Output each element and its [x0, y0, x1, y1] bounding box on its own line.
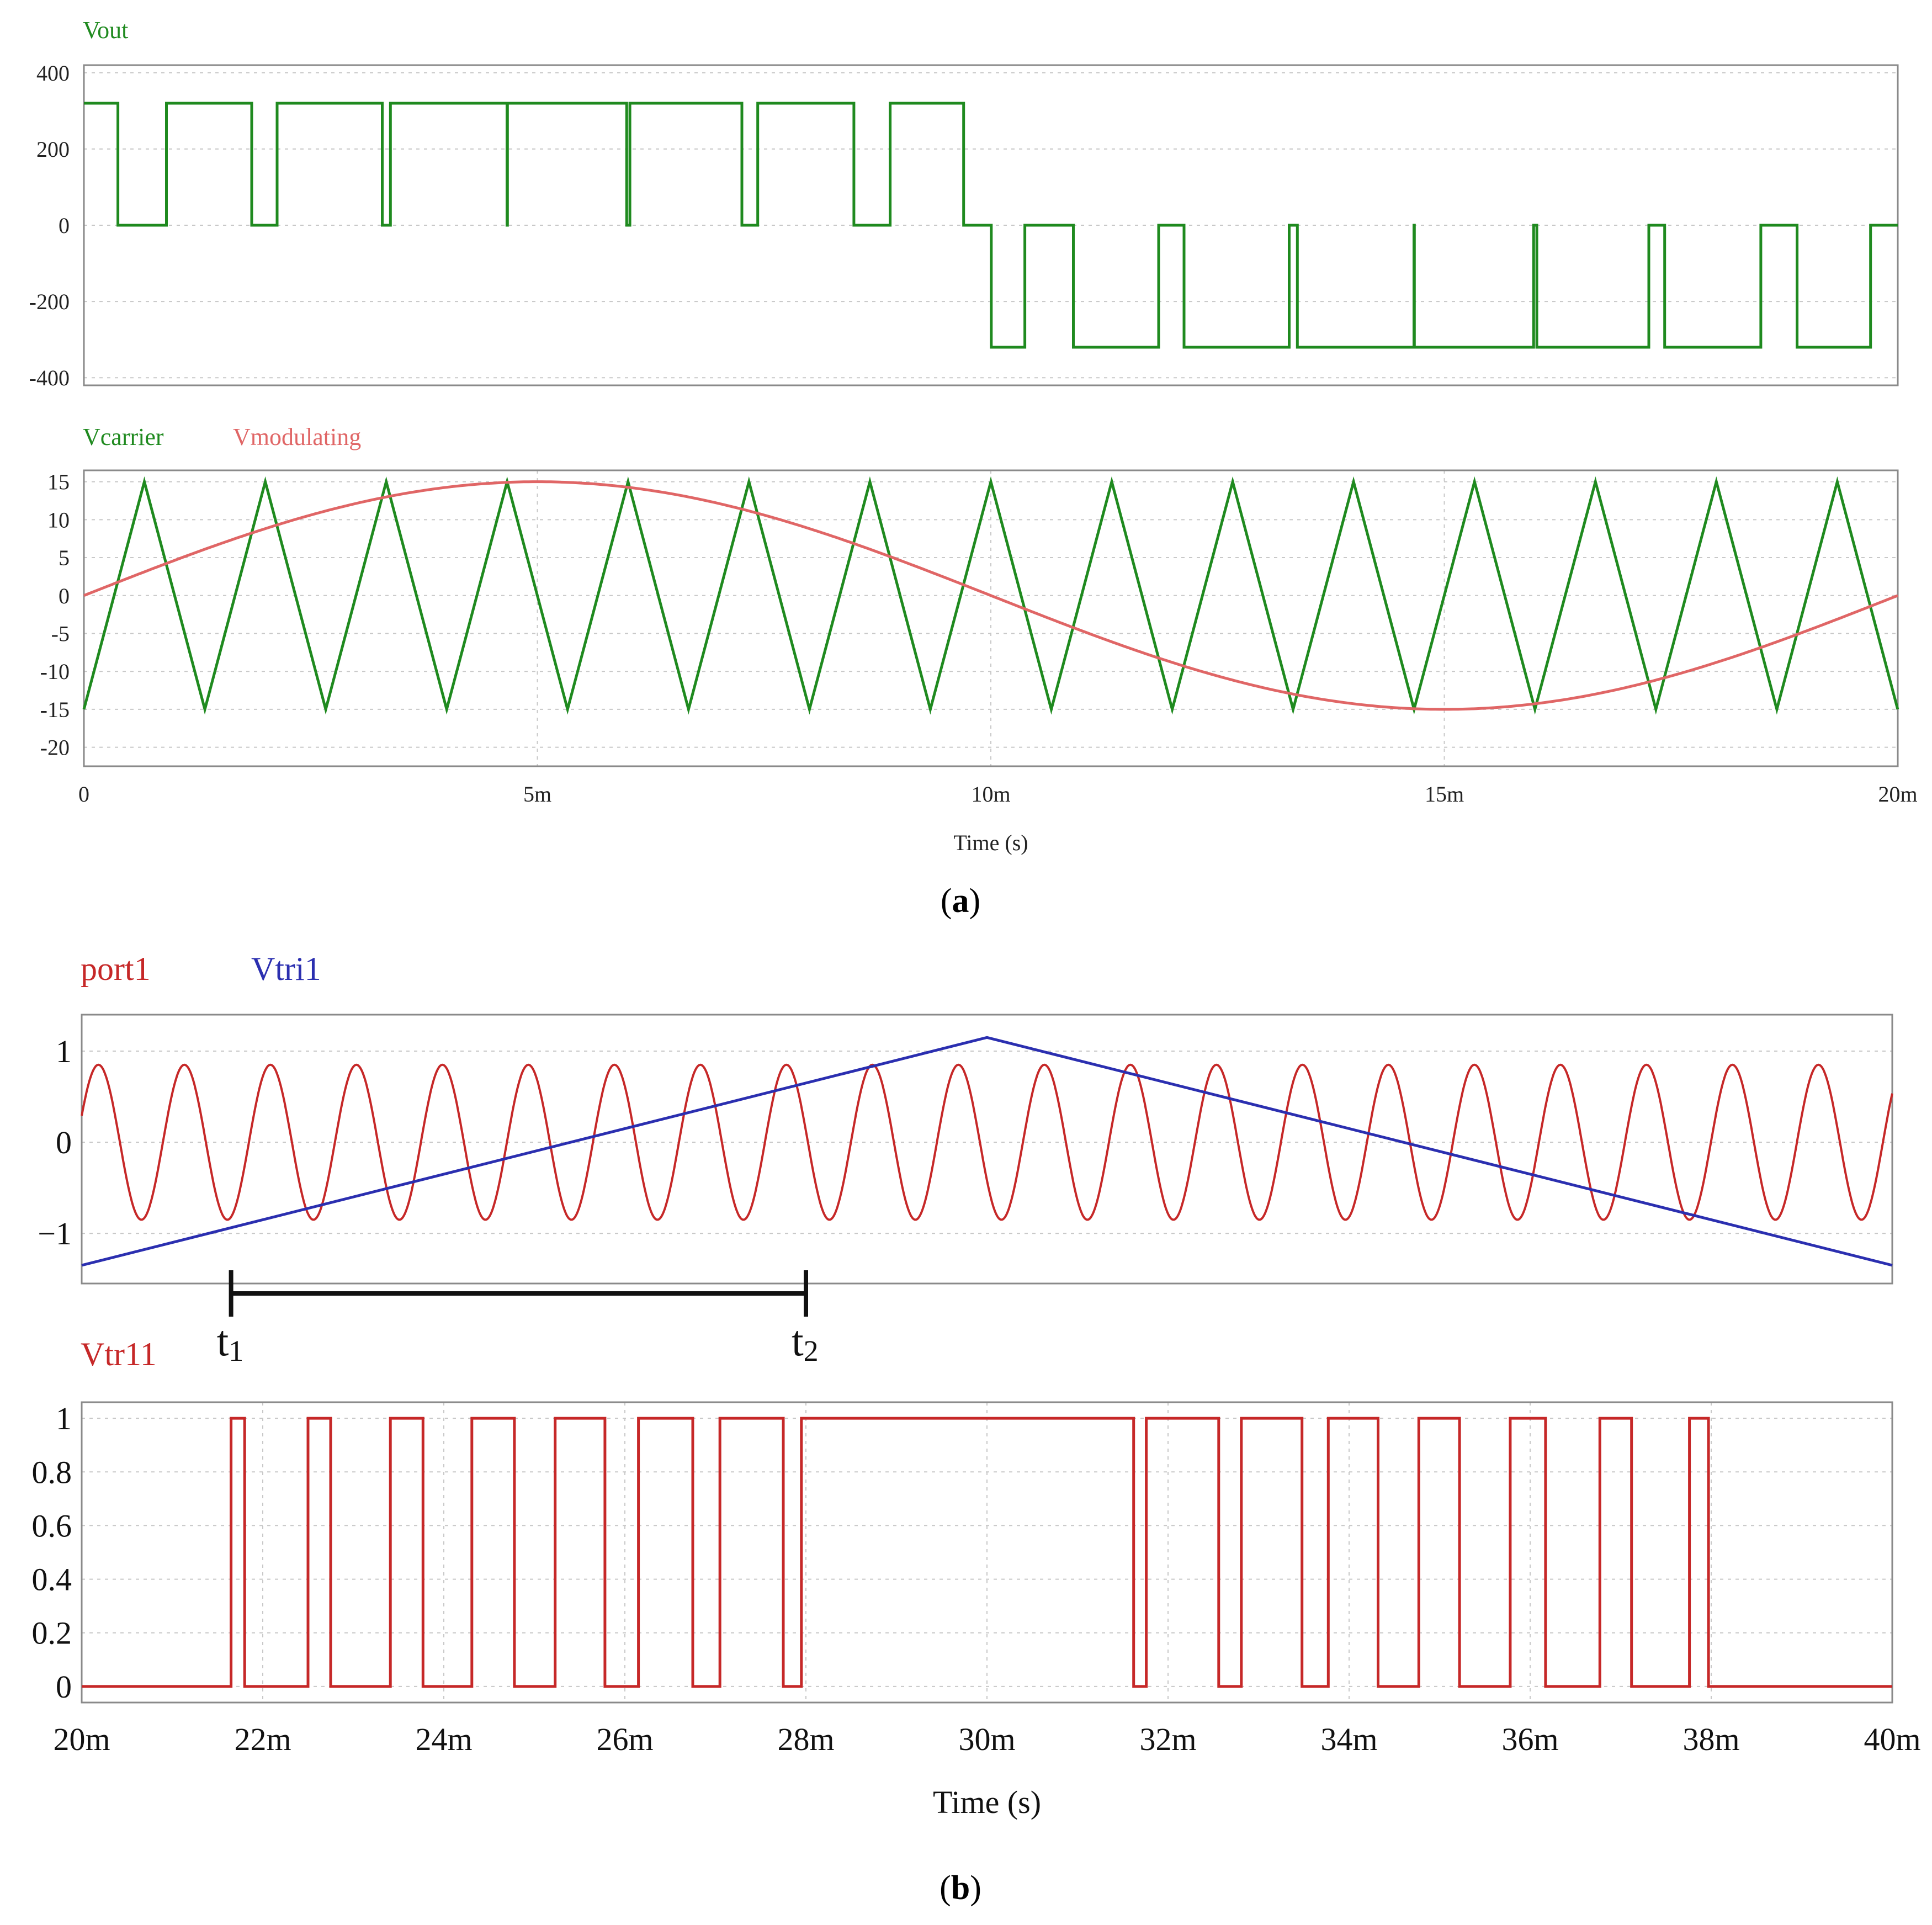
vout-ytick-label: -200	[29, 289, 70, 314]
vtr11-xtick-label: 22m	[234, 1721, 291, 1757]
legend-vtr11: Vtr11	[81, 1336, 157, 1372]
vtr11-plot-frame	[81, 1401, 1893, 1704]
carrier-ytick-label: -5	[51, 621, 70, 646]
vout-ytick-label: 400	[36, 61, 70, 86]
vtr11-ytick-label: 0.8	[32, 1454, 72, 1490]
vtr11-ytick-label: 0.6	[32, 1508, 72, 1544]
vtr11-xtick-label: 32m	[1139, 1721, 1196, 1757]
vtr11-xtick-label: 36m	[1501, 1721, 1558, 1757]
vtr11-xtick-label: 24m	[415, 1721, 472, 1757]
carrier-ytick-label: 5	[59, 545, 70, 570]
vout-chart: Vout 400 200 0 -200 -400	[29, 17, 1899, 390]
legend-vout: Vout	[83, 17, 128, 44]
vtr11-xtick-label: 38m	[1682, 1721, 1739, 1757]
t2-label: t2	[792, 1317, 819, 1367]
port1-vtri1-chart: port1 Vtri1 1 0 −1 t1 t2	[38, 951, 1893, 1367]
carrier-ytick-label: 10	[47, 507, 70, 532]
vtr11-xlabel: Time (s)	[933, 1784, 1041, 1820]
vtr11-xtick-label: 28m	[777, 1721, 834, 1757]
carrier-ytick-label: -10	[40, 659, 70, 684]
carrier-xtick-label: 10m	[971, 782, 1010, 807]
series-vtri1-line	[81, 1036, 1893, 1267]
carrier-modulating-chart: Vcarrier Vmodulating 15 10 5 0 -5 -10 -15 -20 0 5…	[40, 423, 1918, 855]
carrier-ytick-label: -15	[40, 697, 70, 722]
vtr11-xtick-label: 40m	[1864, 1721, 1920, 1757]
carrier-xtick-label: 5m	[523, 782, 551, 807]
vout-ytick-label: -400	[29, 365, 70, 390]
carrier-xtick-label: 0	[78, 782, 89, 807]
port1-ytick-label: −1	[38, 1216, 72, 1251]
caption-a: (a)	[941, 882, 980, 920]
carrier-ytick-label: -20	[40, 735, 70, 760]
series-port1-line	[81, 1063, 1893, 1221]
vtr11-xtick-label: 20m	[53, 1721, 110, 1757]
legend-vcarrier: Vcarrier	[83, 423, 164, 450]
vtr11-xtick-label: 26m	[596, 1721, 653, 1757]
vtr11-ytick-label: 1	[56, 1401, 72, 1436]
legend-port1: port1	[81, 951, 151, 987]
vtr11-xtick-label: 30m	[958, 1721, 1015, 1757]
legend-vmodulating: Vmodulating	[233, 423, 361, 450]
carrier-ytick-label: 0	[59, 584, 70, 608]
t1-label: t1	[217, 1317, 244, 1367]
series-vmodulating-line	[83, 480, 1898, 711]
vout-ytick-label: 200	[36, 137, 70, 162]
port1-ytick-label: 1	[56, 1033, 72, 1069]
series-vout-line	[84, 102, 1898, 349]
vtr11-chart: Vtr11 1 0.8 0.6 0.4 0.2 0 20m 22m 24m 26m 28m 30m 32…	[32, 1336, 1921, 1820]
vtr11-ytick-label: 0.4	[32, 1562, 72, 1598]
series-vcarrier-line	[82, 476, 1899, 715]
vout-ytick-label: 0	[59, 213, 70, 238]
port1-ytick-label: 0	[56, 1125, 72, 1160]
carrier-xtick-label: 20m	[1878, 782, 1917, 807]
carrier-xlabel: Time (s)	[953, 830, 1028, 855]
carrier-plot-frame	[83, 469, 1899, 767]
vtr11-xtick-label: 34m	[1320, 1721, 1377, 1757]
port1-plot-frame	[81, 1014, 1893, 1285]
carrier-ytick-label: 15	[47, 470, 70, 495]
legend-vtri1: Vtri1	[251, 951, 321, 987]
vtr11-ytick-label: 0.2	[32, 1615, 72, 1651]
caption-b: (b)	[940, 1869, 981, 1907]
carrier-xtick-label: 15m	[1425, 782, 1464, 807]
vtr11-ytick-label: 0	[56, 1669, 72, 1705]
series-vtr11-line	[82, 1417, 1892, 1688]
